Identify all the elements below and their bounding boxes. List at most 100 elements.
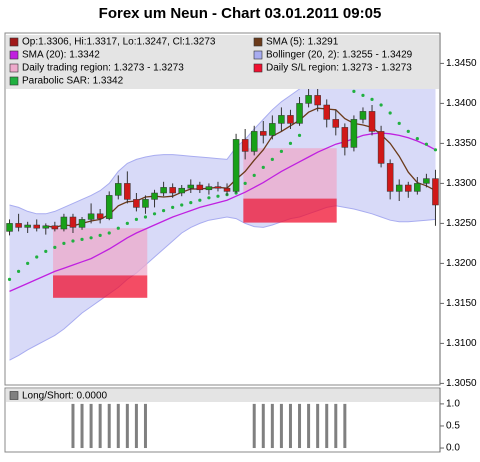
region xyxy=(243,198,337,223)
bar xyxy=(143,403,147,449)
sar-dot xyxy=(35,255,39,259)
sar-dot xyxy=(207,196,211,200)
candle-body xyxy=(87,213,95,220)
sar-dot xyxy=(297,133,302,137)
legend-label: Daily S/L region: 1.3273 - 1.3273 xyxy=(266,63,412,74)
legend-swatch xyxy=(253,50,263,60)
sar-dot xyxy=(279,149,284,153)
sar-dot xyxy=(406,129,410,133)
y-tick-label: 0.5 xyxy=(446,421,460,432)
y-tick-label: 1.3250 xyxy=(446,218,477,229)
y-tick-label: 1.3450 xyxy=(446,58,477,69)
bar xyxy=(80,403,84,449)
main-panel xyxy=(4,32,441,386)
sar-dot xyxy=(26,261,30,265)
y-tick-label: 0.0 xyxy=(446,443,460,454)
sar-dot xyxy=(379,103,383,107)
y-tick-label: 1.3050 xyxy=(446,378,477,389)
bar xyxy=(334,403,338,449)
sar-dot xyxy=(116,226,120,230)
sar-dot xyxy=(361,93,365,97)
sar-dot xyxy=(161,209,166,213)
candle-body xyxy=(51,225,59,230)
sar-dot xyxy=(62,241,66,245)
candle-body xyxy=(232,139,240,192)
indicator-line xyxy=(9,132,436,292)
legend-label: Long/Short: 0.0000 xyxy=(22,391,108,402)
candle-body xyxy=(187,184,195,189)
sar-dot xyxy=(288,141,293,145)
candle-body xyxy=(278,115,285,124)
bar xyxy=(116,403,120,449)
sar-dot xyxy=(243,181,247,185)
sar-dot xyxy=(98,233,102,237)
bar xyxy=(288,403,292,449)
candle-body xyxy=(196,184,204,191)
legend-label: Parabolic SAR: 1.3342 xyxy=(22,76,124,87)
legend-swatch xyxy=(253,63,263,73)
bar xyxy=(125,403,129,449)
candle-body xyxy=(323,104,330,120)
sar-dot xyxy=(415,137,419,141)
candle-body xyxy=(60,216,68,230)
sar-dot xyxy=(352,89,356,93)
legend-label: Daily trading region: 1.3273 - 1.3273 xyxy=(22,63,184,74)
bar xyxy=(279,403,283,449)
sar-dot xyxy=(134,217,139,221)
bar xyxy=(307,403,311,449)
chart-title: Forex um Neun - Chart 03.01.2011 09:05 xyxy=(99,5,382,22)
candle-body xyxy=(33,224,40,229)
bar xyxy=(270,403,274,449)
candle-body xyxy=(142,199,149,208)
y-tick-label: 1.0 xyxy=(446,399,460,410)
y-tick-label: 1.3100 xyxy=(446,338,477,349)
sar-dot xyxy=(16,269,21,273)
legend-swatch xyxy=(9,50,19,60)
sar-dot xyxy=(270,157,274,161)
candle-body xyxy=(214,186,222,189)
candle-body xyxy=(160,187,167,194)
bar xyxy=(98,403,102,449)
candle-body xyxy=(151,192,158,200)
y-tick-label: 1.3400 xyxy=(446,98,477,109)
sar-dot xyxy=(143,215,148,219)
bar xyxy=(325,403,329,449)
sar-dot xyxy=(370,97,374,101)
sar-dot xyxy=(433,148,438,152)
candle-body xyxy=(386,163,394,192)
candle-body xyxy=(124,183,131,200)
candle-body xyxy=(432,178,439,206)
sar-dot xyxy=(261,165,265,169)
candle-body xyxy=(15,223,22,228)
candle-body xyxy=(305,95,312,104)
candle-body xyxy=(96,213,104,219)
legend-box xyxy=(6,35,439,89)
bar xyxy=(261,403,265,449)
candle-body xyxy=(332,119,340,128)
candle-body xyxy=(377,131,385,164)
legend-box xyxy=(6,389,439,402)
sar-dot xyxy=(388,111,392,115)
sar-dot xyxy=(189,201,193,205)
sar-dot xyxy=(89,236,93,240)
bar xyxy=(89,403,93,449)
candle-body xyxy=(6,223,13,232)
candle-body xyxy=(250,131,258,152)
candle-body xyxy=(350,119,358,148)
candle-body xyxy=(260,131,267,136)
candle-body xyxy=(205,186,213,191)
sar-dot xyxy=(7,277,12,281)
candle-body xyxy=(178,187,185,194)
sar-dot xyxy=(216,194,220,198)
sar-dot xyxy=(252,173,256,177)
candle-body xyxy=(296,103,303,124)
legend-label: Op:1.3306, Hi:1.3317, Lo:1.3247, Cl:1.32… xyxy=(22,37,216,48)
sar-dot xyxy=(171,205,175,209)
candle-body xyxy=(287,115,294,124)
bollinger-lower xyxy=(9,205,436,361)
candle-body xyxy=(133,199,140,208)
sar-dot xyxy=(198,198,202,202)
candle-body xyxy=(169,187,176,194)
candle-body xyxy=(314,95,321,106)
legend-label: Bollinger (20, 2): 1.3255 - 1.3429 xyxy=(266,50,413,61)
